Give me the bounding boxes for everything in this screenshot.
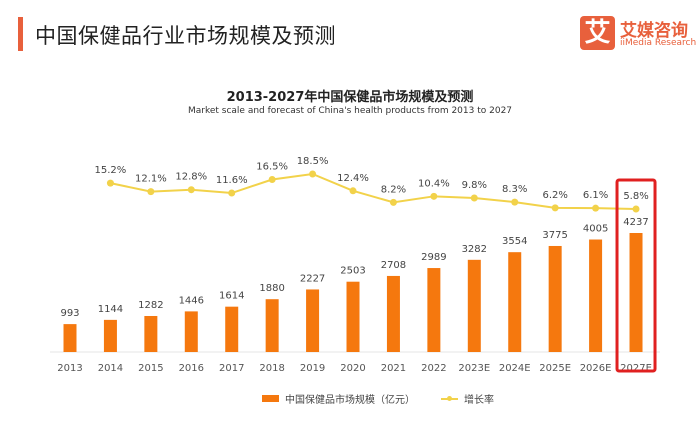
bar	[508, 252, 522, 352]
growth-label: 15.2%	[95, 165, 127, 176]
legend-line-swatch	[441, 395, 458, 401]
legend-bar-swatch	[262, 395, 279, 402]
x-tick-label: 2015	[138, 363, 163, 374]
growth-point	[228, 189, 236, 197]
growth-label: 8.3%	[502, 184, 527, 195]
growth-point	[592, 204, 600, 212]
legend: 中国保健品市场规模（亿元） 增长率	[262, 391, 494, 406]
logo-subtext: iiMedia Research	[620, 38, 697, 48]
growth-label: 6.2%	[542, 190, 567, 201]
bar	[103, 319, 117, 352]
legend-line-label: 增长率	[464, 395, 494, 406]
logo-icon: 艾	[580, 16, 615, 50]
growth-point	[268, 176, 276, 184]
x-tick-label: 2024E	[499, 363, 531, 374]
growth-point	[147, 188, 155, 196]
bar-value-label: 2503	[340, 266, 365, 277]
growth-point	[106, 179, 114, 187]
x-tick-label: 2017	[219, 363, 244, 374]
growth-point	[430, 192, 438, 200]
bar	[306, 289, 320, 352]
bar-value-label: 4237	[623, 217, 648, 228]
growth-point	[349, 187, 357, 195]
chart-subtitle: Market scale and forecast of China's hea…	[187, 106, 513, 116]
bar	[467, 259, 481, 352]
bar	[225, 306, 239, 352]
growth-point	[632, 205, 640, 213]
x-tick-label: 2013	[57, 363, 82, 374]
title-accent-bar	[18, 17, 23, 51]
growth-label: 12.4%	[337, 173, 369, 184]
x-tick-label: 2026E	[580, 363, 612, 374]
bar	[63, 324, 77, 352]
x-tick-label: 2023E	[458, 363, 490, 374]
growth-point	[470, 194, 478, 202]
bar	[629, 233, 643, 352]
growth-label: 18.5%	[297, 156, 329, 167]
bar-value-label: 3775	[542, 230, 567, 241]
x-tick-label: 2014	[98, 363, 123, 374]
growth-label: 12.8%	[175, 172, 207, 183]
growth-label: 11.6%	[216, 175, 248, 186]
x-tick-label: 2027E	[620, 363, 652, 374]
bar	[184, 311, 198, 352]
growth-point	[389, 198, 397, 206]
x-tick-label: 2016	[179, 363, 204, 374]
bar-value-label: 3282	[462, 244, 487, 255]
bar	[386, 275, 400, 352]
bar	[427, 268, 441, 352]
bar-value-label: 4005	[583, 224, 608, 235]
bar-value-label: 993	[60, 308, 79, 319]
growth-label: 16.5%	[256, 162, 288, 173]
bar	[346, 281, 360, 352]
x-tick-label: 2021	[381, 363, 406, 374]
x-tick-label: 2018	[259, 363, 284, 374]
x-tick-label: 2020	[340, 363, 365, 374]
bar	[589, 239, 603, 352]
growth-label: 6.1%	[583, 190, 608, 201]
x-tick-label: 2025E	[539, 363, 571, 374]
growth-label: 12.1%	[135, 174, 167, 185]
legend-bar-label: 中国保健品市场规模（亿元）	[285, 395, 415, 406]
bar	[265, 299, 279, 352]
growth-point	[309, 170, 317, 178]
bar-value-label: 2989	[421, 252, 446, 263]
growth-label: 5.8%	[623, 191, 648, 202]
x-tick-label: 2019	[300, 363, 325, 374]
bar-value-label: 1614	[219, 291, 244, 302]
growth-point	[551, 204, 559, 212]
bar-value-label: 1880	[259, 283, 284, 294]
highlight-box	[615, 178, 657, 373]
bar-value-label: 2227	[300, 273, 325, 284]
growth-point	[511, 198, 519, 206]
growth-label: 8.2%	[381, 184, 406, 195]
growth-point	[187, 186, 195, 194]
bar-value-label: 1282	[138, 300, 163, 311]
bar-value-label: 3554	[502, 236, 527, 247]
growth-line	[110, 172, 637, 210]
bar-value-label: 1144	[98, 304, 123, 315]
bar-value-label: 2708	[381, 260, 406, 271]
bar	[548, 245, 562, 352]
chart-title: 2013-2027年中国保健品市场规模及预测	[226, 90, 474, 105]
growth-label: 9.8%	[462, 180, 487, 191]
bar	[144, 315, 158, 352]
logo-text: 艾媒咨询	[620, 21, 688, 41]
bar-value-label: 1446	[179, 295, 204, 306]
page-title: 中国保健品行业市场规模及预测	[35, 24, 336, 48]
x-tick-label: 2022	[421, 363, 446, 374]
growth-label: 10.4%	[418, 178, 450, 189]
